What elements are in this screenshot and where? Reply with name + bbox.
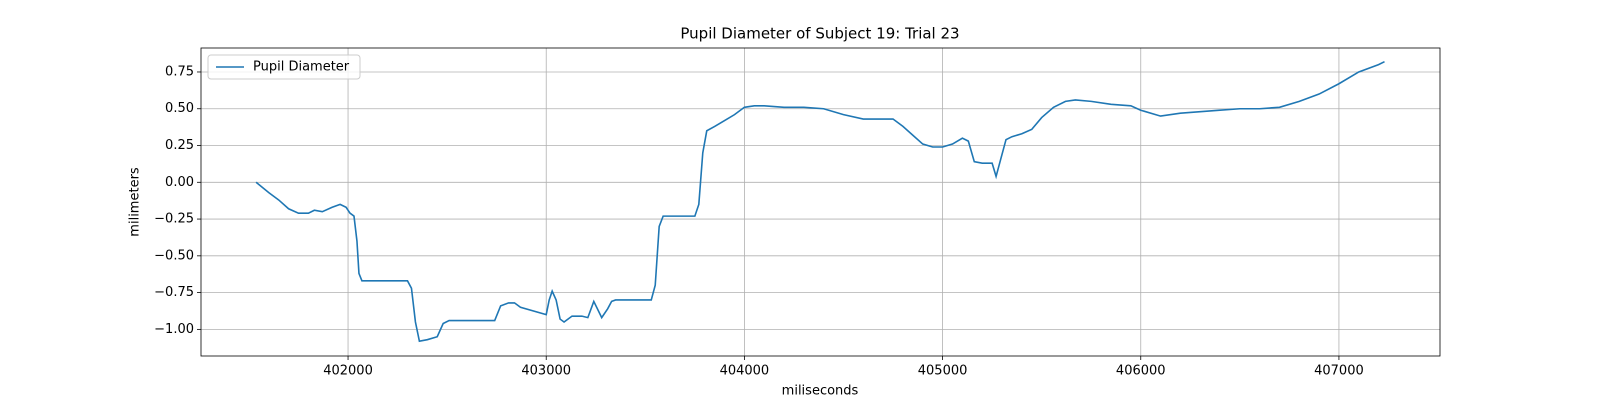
y-tick-label: −0.50: [154, 248, 194, 263]
y-tick-label: −0.75: [154, 285, 194, 300]
legend-box: [207, 54, 361, 80]
legend-label: Pupil Diameter: [253, 60, 350, 75]
x-tick-label: 407000: [1314, 364, 1364, 379]
y-tick-label: 0.00: [165, 175, 194, 190]
plot-frame: [200, 47, 1441, 357]
x-axis-label: miliseconds: [782, 384, 859, 399]
x-tick-label: 403000: [521, 364, 571, 379]
x-tick-label: 405000: [918, 364, 968, 379]
x-tick-label: 406000: [1116, 364, 1166, 379]
x-tick-label: 402000: [323, 364, 373, 379]
data-line: [255, 60, 1385, 343]
y-tick-label: 0.25: [165, 138, 194, 153]
y-axis-label: milimeters: [128, 167, 143, 237]
y-tick-label: 0.75: [165, 64, 194, 79]
y-tick-label: −0.25: [154, 212, 194, 227]
chart-title: Pupil Diameter of Subject 19: Trial 23: [680, 25, 959, 43]
x-tick-label: 404000: [720, 364, 770, 379]
y-tick-label: 0.50: [165, 101, 194, 116]
y-tick-label: −1.00: [154, 322, 194, 337]
